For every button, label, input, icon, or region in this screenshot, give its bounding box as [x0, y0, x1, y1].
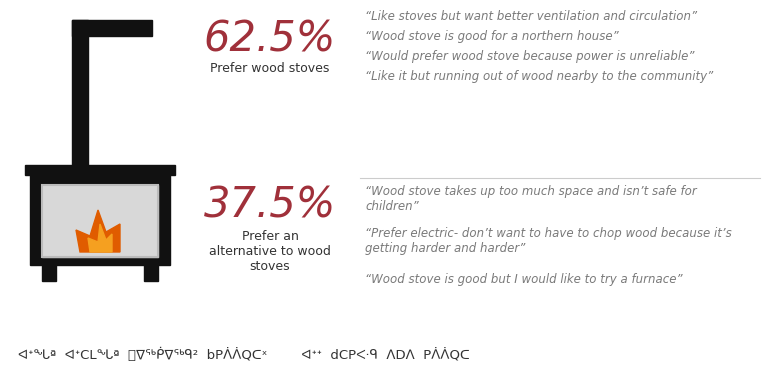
- Text: Prefer an
alternative to wood
stoves: Prefer an alternative to wood stoves: [209, 230, 331, 273]
- Bar: [72, 20, 88, 175]
- Text: “Prefer electric- don’t want to have to chop wood because it’s
getting harder an: “Prefer electric- don’t want to have to …: [365, 227, 732, 255]
- Text: “Wood stove takes up too much space and isn’t safe for
children”: “Wood stove takes up too much space and …: [365, 185, 697, 213]
- Bar: [42, 265, 56, 281]
- Bar: [42, 185, 158, 257]
- Text: Prefer wood stoves: Prefer wood stoves: [210, 62, 329, 75]
- Text: “Wood stove is good but I would like to try a furnace”: “Wood stove is good but I would like to …: [365, 273, 683, 286]
- Bar: [42, 185, 158, 257]
- Bar: [25, 165, 175, 175]
- Text: 62.5%: 62.5%: [204, 18, 336, 60]
- Text: “Like stoves but want better ventilation and circulation”: “Like stoves but want better ventilation…: [365, 10, 697, 23]
- Bar: [30, 175, 170, 265]
- Text: “Would prefer wood stove because power is unreliable”: “Would prefer wood stove because power i…: [365, 50, 694, 63]
- Text: “Wood stove is good for a northern house”: “Wood stove is good for a northern house…: [365, 30, 619, 43]
- Bar: [144, 265, 158, 281]
- Text: ᐊᕀᖓª  ᐊᕀCLᖓª  ᅉᐁᖅᑮᐁᖅᑫ²  bPᐲᐲQᑕˣ        ᐊᕀᕀ  dCPᑅᑫ  ᐱDᐱ  PᐲᐲQᑕ: ᐊᕀᖓª ᐊᕀCLᖓª ᅉᐁᖅᑮᐁᖅᑫ² bPᐲᐲQᑕˣ ᐊᕀᕀ dCPᑅᑫ ᐱ…: [18, 348, 469, 362]
- Polygon shape: [88, 224, 112, 252]
- Polygon shape: [76, 210, 120, 252]
- Text: “Like it but running out of wood nearby to the community”: “Like it but running out of wood nearby …: [365, 70, 713, 83]
- Text: 37.5%: 37.5%: [204, 185, 336, 227]
- Bar: [72, 20, 152, 36]
